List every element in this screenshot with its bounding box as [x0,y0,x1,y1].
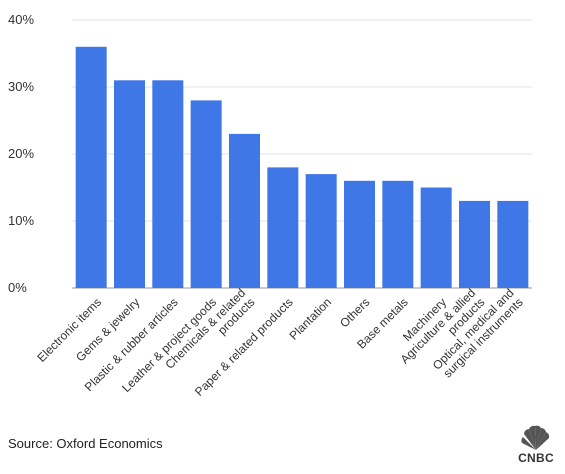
y-tick-label: 0% [8,280,27,295]
bar [459,200,490,288]
gridlines [72,19,532,289]
bar [305,174,337,288]
x-tick-label: Electronic items [34,295,104,365]
x-tick-label: Others [337,295,372,330]
bar [497,200,529,288]
y-tick-label: 10% [8,213,34,228]
bar [152,80,184,288]
cnbc-logo: CNBC [514,424,558,465]
y-tick-label: 40% [8,12,34,27]
y-tick-label: 30% [8,79,34,94]
bar [75,46,107,288]
logo-text: CNBC [518,451,554,465]
bar [190,100,222,289]
y-tick-label: 20% [8,146,34,161]
bars [75,46,529,289]
bar [267,167,299,288]
y-axis: 0% 10% 20% 30% 40% [8,12,34,295]
bar [382,180,414,288]
bar [344,180,375,288]
x-tick-label: Plantation [286,295,334,343]
source-note: Source: Oxford Economics [8,436,163,451]
bar [229,133,260,288]
peacock-icon [521,425,550,450]
bar [420,187,452,288]
bar [114,80,145,288]
